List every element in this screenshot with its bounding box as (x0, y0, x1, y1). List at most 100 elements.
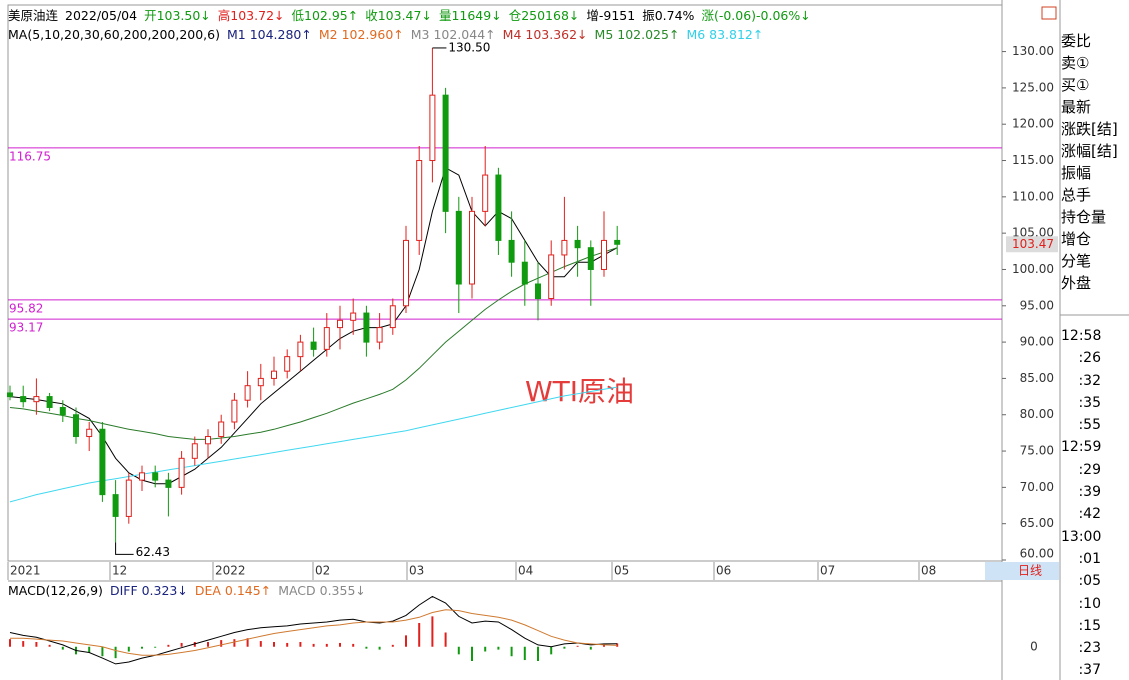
quote-field: 开103.50↓ (144, 8, 211, 23)
candle-body (574, 239, 581, 249)
y-tick-label: 95.00 (1020, 298, 1054, 312)
tick-time: :01 (1078, 550, 1101, 567)
x-tick-label: 08 (921, 564, 936, 578)
candle-body (99, 428, 106, 496)
last-price: 103.47 (1012, 237, 1054, 251)
candle-body (20, 396, 27, 403)
macd-legend: MACD(12,26,9) DIFF 0.323↓ DEA 0.145↑ MACD 0… (8, 583, 373, 599)
candle-body (469, 210, 475, 285)
tick-time: 12:59 (1061, 439, 1102, 456)
y-tick-label: 80.00 (1020, 407, 1054, 421)
candle-body (601, 239, 607, 270)
candle-body (86, 428, 93, 438)
candle-body (548, 254, 555, 300)
quote-header: 美原油连 2022/05/04 开103.50↓ 高103.72↓ 低102.95↑ 收1… (8, 8, 818, 24)
x-tick-label: 12 (112, 564, 127, 578)
candle-body (455, 210, 462, 285)
side-panel: 委比 卖① 买① 最新 涨跌[结] 涨幅[结] 振幅 总手 持仓量 增仓 分笔 外盘 (1061, 30, 1129, 294)
quote-field: 量11649↓ (438, 8, 502, 23)
candle-body (46, 396, 53, 408)
annotation: 130.50 (448, 40, 490, 54)
tick-time: :29 (1078, 461, 1101, 478)
tick-time: 12:58 (1061, 328, 1102, 344)
candle-body (139, 472, 145, 481)
candle-body (482, 174, 489, 212)
candle-body (244, 385, 251, 401)
y-tick-label: 115.00 (1012, 153, 1054, 167)
tick-time: :42 (1078, 506, 1101, 523)
ma-line (9, 167, 618, 485)
tick-time: :23 (1078, 640, 1101, 657)
x-tick-label: 03 (409, 564, 424, 578)
tick-time: :32 (1078, 372, 1101, 389)
x-tick-label: 02 (315, 564, 330, 578)
y-tick-label: 120.00 (1012, 117, 1054, 131)
quote-field: 收103.47↓ (365, 8, 432, 23)
tick-time: :35 (1078, 394, 1101, 411)
candle-body (350, 312, 357, 321)
y-tick-label: 130.00 (1012, 44, 1054, 58)
candle-body (73, 414, 79, 438)
y-tick-label: 100.00 (1012, 262, 1054, 276)
macd-title: MACD(12,26,9) (8, 583, 103, 598)
watermark: WTI原油 (525, 375, 634, 408)
x-tick-label: 06 (716, 564, 731, 578)
tick-times: 12:58:26:32:35:55 12:59:29:39:42 13:00:01:… (1061, 325, 1129, 680)
panel-label: 涨幅[结] (1061, 142, 1118, 160)
candle-body (284, 356, 291, 372)
candle-body (297, 341, 304, 358)
quote-field: 仓250168↓ (508, 8, 580, 23)
ma-legend-item: M2 102.960↑ (318, 27, 404, 42)
candle-body (112, 494, 119, 517)
level-label: 116.75 (9, 149, 51, 163)
ma-legend-item: M5 102.025↑ (594, 27, 680, 42)
panel-label: 增仓 (1061, 230, 1092, 248)
candle-body (7, 392, 13, 398)
x-tick-label: 04 (518, 564, 533, 578)
quote-field: 振0.74% (642, 8, 695, 23)
candle-body (508, 239, 515, 263)
tick-time: :55 (1078, 417, 1101, 434)
candle-body (231, 399, 238, 423)
ma-legend-item: M3 102.044↑ (410, 27, 496, 42)
macd-legend-item: DIFF 0.323↓ (109, 583, 188, 598)
y-tick-label: 85.00 (1020, 371, 1054, 385)
candle-body (191, 443, 198, 459)
candle-body (587, 247, 594, 270)
candle-body (535, 283, 541, 300)
diff-line (9, 595, 618, 665)
y-tick-label: 90.00 (1020, 335, 1054, 349)
macd-legend-item: MACD 0.355↓ (278, 583, 366, 598)
tick-time: :39 (1078, 484, 1101, 501)
candle-body (323, 327, 330, 350)
macd-tick-label: 0 (1030, 639, 1038, 653)
tick-time: :10 (1078, 595, 1101, 612)
candle-body (521, 261, 528, 285)
period-tab[interactable]: 日线 (1018, 564, 1042, 578)
ma-line (9, 247, 618, 440)
dea-line (10, 609, 618, 656)
candle-body (257, 377, 264, 387)
quote-field: 涨(-0.06)-0.06%↓ (701, 8, 811, 23)
candle-body (178, 457, 185, 488)
x-tick-label: 07 (820, 564, 835, 578)
candle-body (376, 327, 383, 343)
panel-label: 总手 (1061, 186, 1092, 204)
level-label: 93.17 (9, 321, 43, 335)
window-icon[interactable] (1041, 6, 1057, 20)
panel-label: 委比 (1061, 32, 1092, 50)
ma-legend-item: M6 83.812↑ (686, 27, 764, 42)
candle-body (59, 406, 66, 416)
y-tick-label: 75.00 (1020, 444, 1054, 458)
ma-line (9, 386, 618, 503)
x-tick-label: 2021 (10, 564, 41, 578)
y-tick-label: 65.00 (1020, 516, 1054, 530)
panel-label: 卖① (1061, 54, 1090, 72)
panel-label: 分笔 (1061, 252, 1092, 270)
candle-body (389, 305, 396, 329)
annotation: 62.43 (136, 545, 170, 559)
tick-time: :05 (1078, 573, 1101, 590)
candle-body (614, 239, 621, 245)
candle-body (403, 239, 409, 307)
